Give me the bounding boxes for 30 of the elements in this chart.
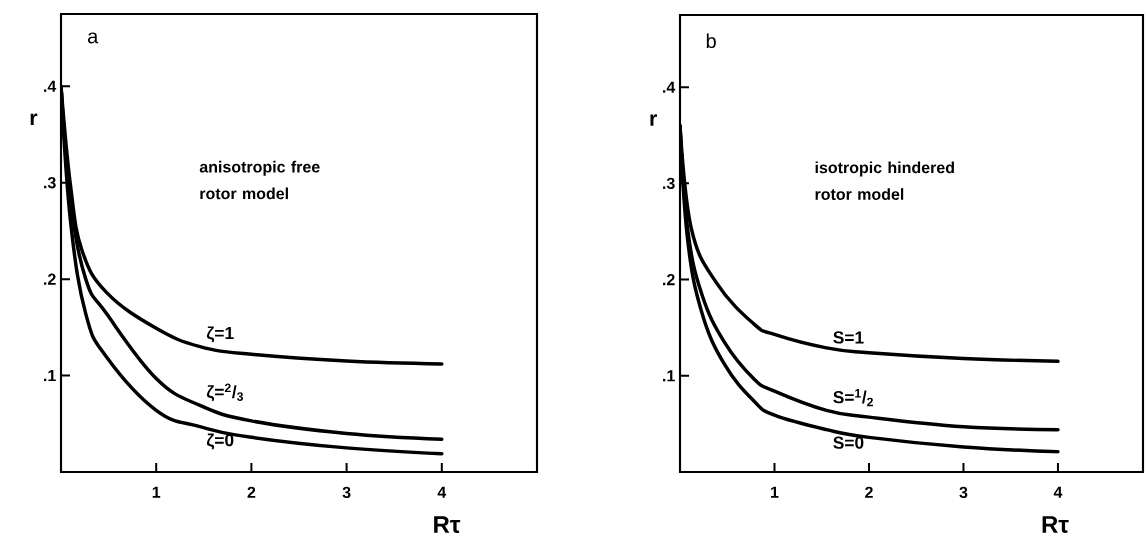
y-tick-label: .1: [44, 370, 56, 382]
annotation: anisotropic free rotor model: [199, 160, 320, 200]
x-tick-label: 2: [247, 486, 256, 498]
y-tick-label: .2: [44, 273, 56, 285]
x-tick-label: 3: [959, 486, 968, 499]
x-tick-label: 1: [771, 486, 779, 498]
y-tick-label: .3: [44, 177, 56, 189]
series-label: S=1: [833, 331, 864, 344]
x-axis-title: Rτ: [434, 516, 461, 534]
y-tick-label: .4: [663, 81, 676, 93]
series-label: S=$^{1}$/$_{2}$: [833, 389, 873, 407]
x-tick-label: 3: [342, 486, 351, 499]
x-tick-label: 2: [865, 486, 873, 498]
x-tick-label: 1: [152, 486, 161, 498]
x-tick-label: 4: [1053, 486, 1063, 498]
series-label: ζ=1: [206, 326, 234, 343]
y-tick-label: .4: [44, 80, 57, 92]
series-label: ζ=0: [206, 433, 234, 450]
x-tick-label: 4: [437, 486, 447, 498]
annotation: b: [706, 33, 716, 49]
y-tick-label: .2: [663, 273, 675, 286]
series-label: ζ=$^{2}$/$_{3}$: [206, 383, 243, 402]
y-tick-label: .1: [663, 370, 675, 382]
annotation: a: [87, 32, 99, 44]
y-axis-title: r: [650, 114, 657, 126]
annotation: isotropic hindered rotor model: [815, 161, 954, 200]
y-tick-label: .3: [663, 177, 675, 190]
x-axis-title: Rτ: [1042, 516, 1069, 533]
series-label: S=0: [833, 436, 864, 449]
y-axis-title: r: [30, 113, 38, 126]
